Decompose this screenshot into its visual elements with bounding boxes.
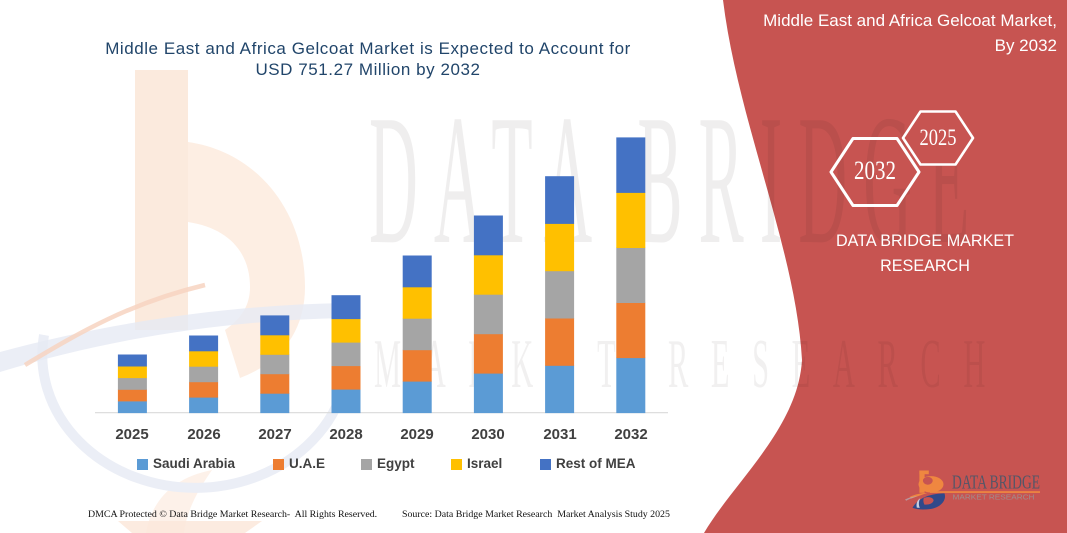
svg-text:DATA BRIDGE: DATA BRIDGE bbox=[952, 472, 1040, 494]
svg-text:MARKET RESEARCH: MARKET RESEARCH bbox=[953, 495, 1035, 502]
svg-text:2025: 2025 bbox=[920, 125, 957, 150]
svg-text:2032: 2032 bbox=[854, 156, 896, 185]
